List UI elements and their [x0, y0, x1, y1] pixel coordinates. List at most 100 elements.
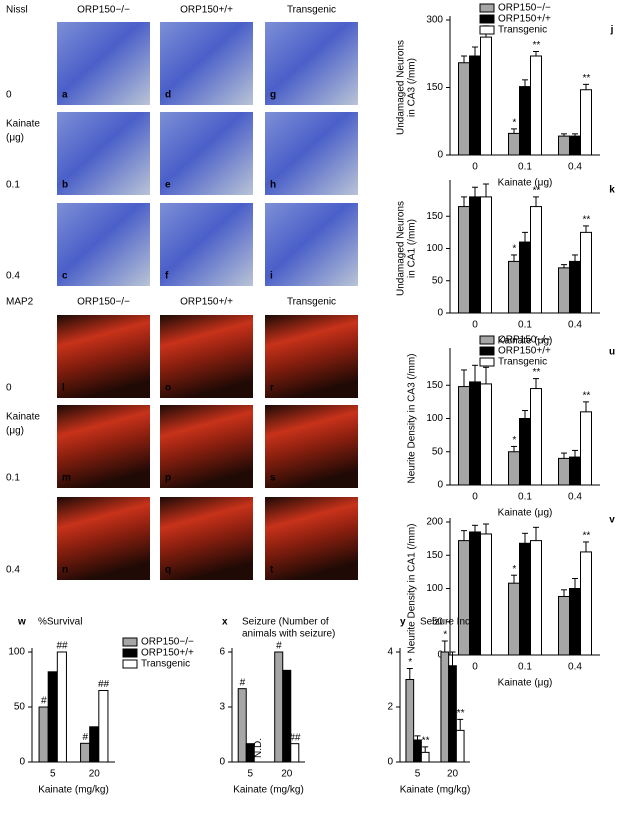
- x-axis-label: Kainate (mg/kg): [38, 785, 109, 796]
- row-label: (μg): [6, 133, 24, 144]
- micrograph: [160, 315, 253, 398]
- legend-swatch: [122, 659, 138, 669]
- bar: [89, 726, 100, 763]
- legend-label: Transgenic: [498, 25, 547, 36]
- x-tick-label: 0.4: [568, 162, 582, 173]
- y-tick-label: 150: [426, 550, 443, 561]
- y-tick-label: 0: [387, 757, 393, 768]
- micrograph: [160, 497, 253, 580]
- bar: [458, 386, 470, 486]
- bar: [508, 451, 520, 486]
- x-tick-label: 0: [472, 662, 478, 673]
- legend-label: ORP150−/−: [498, 335, 551, 346]
- x-tick-label: 20: [281, 769, 293, 780]
- panel-letter: x: [222, 617, 228, 628]
- legend-label: ORP150−/−: [141, 637, 194, 648]
- column-header: ORP150+/+: [180, 5, 233, 16]
- x-tick-label: 0.4: [568, 320, 582, 331]
- x-axis-label: Kainate (mg/kg): [233, 785, 304, 796]
- panel-letter: m: [62, 473, 71, 484]
- micrograph: [160, 22, 253, 105]
- x-axis-label: Kainate (μg): [498, 336, 553, 347]
- panel-letter: l: [62, 383, 65, 394]
- annotation: *: [512, 564, 517, 575]
- x-tick-label: 0.4: [568, 662, 582, 673]
- micrograph: [160, 112, 253, 195]
- legend-swatch: [479, 346, 495, 356]
- annotation: **: [582, 215, 591, 226]
- row-label: Kainate: [6, 412, 40, 423]
- y-tick-label: 0: [437, 308, 443, 319]
- legend-label: ORP150+/+: [141, 648, 194, 659]
- bar: [290, 743, 300, 763]
- y-tick-label: 50: [432, 275, 444, 286]
- panel-letter: f: [165, 271, 169, 282]
- y-axis-label: in CA3 (/mm): [407, 58, 418, 117]
- bar: [98, 690, 109, 763]
- legend-swatch: [479, 14, 495, 24]
- bar: [458, 206, 470, 314]
- bar: [458, 540, 470, 656]
- chart-title: %Survival: [38, 617, 82, 628]
- annotation: **: [532, 367, 541, 378]
- annotation: *: [512, 118, 517, 129]
- y-tick-label: 200: [426, 517, 443, 528]
- panel-letter: j: [610, 25, 614, 36]
- row-label: (μg): [6, 426, 24, 437]
- bar: [413, 739, 422, 763]
- annotation: ##: [98, 679, 110, 690]
- y-tick-label: 100: [8, 647, 25, 658]
- y-tick-label: 50: [14, 702, 26, 713]
- y-tick-label: 2: [387, 702, 393, 713]
- bar: [519, 418, 531, 486]
- chart-title: Seizure Index: [420, 617, 481, 628]
- annotation: N.D.: [253, 738, 264, 758]
- annotation: *: [443, 630, 448, 641]
- y-tick-label: 4: [387, 647, 393, 658]
- annotation: **: [456, 708, 465, 719]
- annotation: #: [239, 677, 245, 688]
- row-label: 0.4: [6, 565, 20, 576]
- bar: [420, 751, 430, 763]
- bar: [440, 651, 450, 763]
- panel-letter: v: [609, 515, 615, 526]
- micrograph: [265, 112, 358, 195]
- bar: [508, 132, 520, 156]
- bar: [245, 743, 255, 763]
- bar: [569, 588, 581, 656]
- bar: [480, 36, 492, 156]
- column-header: ORP150+/+: [180, 297, 233, 308]
- panel-letter: u: [609, 347, 615, 358]
- y-tick-label: 50: [432, 616, 444, 627]
- column-header: Transgenic: [287, 297, 336, 308]
- y-tick-label: 0: [437, 150, 443, 161]
- bar: [480, 533, 492, 656]
- legend-label: ORP150+/+: [498, 14, 551, 25]
- legend-swatch: [479, 25, 495, 35]
- y-tick-label: 150: [426, 82, 443, 93]
- panel-letter: d: [165, 90, 171, 101]
- bar: [480, 383, 492, 486]
- y-tick-label: 50: [432, 446, 444, 457]
- y-tick-label: 3: [219, 702, 225, 713]
- row-label: 0.1: [6, 180, 20, 191]
- legend-swatch: [122, 637, 138, 647]
- bar: [455, 729, 465, 763]
- bar: [480, 196, 492, 314]
- bar: [80, 742, 91, 763]
- panel-letter: o: [165, 383, 171, 394]
- panel-letter: y: [400, 617, 406, 628]
- bar: [519, 86, 531, 156]
- bar: [274, 651, 284, 763]
- annotation: *: [512, 435, 517, 446]
- legend-swatch: [479, 335, 495, 345]
- bar: [530, 206, 542, 314]
- x-tick-label: 5: [415, 769, 421, 780]
- micrograph: [57, 315, 150, 398]
- legend-label: Transgenic: [498, 357, 547, 368]
- panel-letter: h: [270, 180, 276, 191]
- panel-letter: w: [17, 617, 26, 628]
- legend-swatch: [122, 648, 138, 658]
- bar: [56, 651, 67, 763]
- annotation: **: [532, 186, 541, 197]
